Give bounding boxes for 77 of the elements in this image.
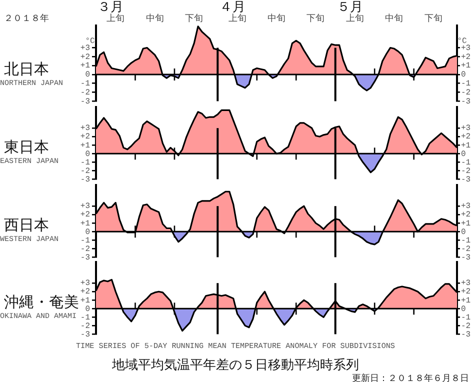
y-tick-label: -1 bbox=[80, 236, 90, 246]
x-tick-label: 上旬 bbox=[346, 12, 364, 24]
y2-tick-label: +2 bbox=[461, 210, 471, 220]
y2-tick-label: -2 bbox=[461, 166, 471, 176]
x-tick-label: 中旬 bbox=[385, 12, 404, 24]
y-tick-label: -1 bbox=[80, 313, 90, 322]
text: ４月 bbox=[219, 0, 246, 14]
y2-tick-label: 0 bbox=[461, 304, 466, 314]
y2-tick-label: -3 bbox=[461, 330, 471, 340]
y-tick-label: +2 bbox=[80, 288, 90, 297]
y-tick-label: -2 bbox=[80, 322, 90, 331]
y2-tick-label: 0 bbox=[461, 228, 466, 237]
text: 西日本 bbox=[4, 216, 49, 235]
y2-tick-label: +1 bbox=[461, 141, 471, 150]
y2-tick-label: -2 bbox=[461, 244, 471, 254]
y-tick-label: 0 bbox=[85, 228, 90, 237]
y-tick-label: +2 bbox=[80, 52, 90, 62]
y-tick-label: -2 bbox=[80, 244, 90, 254]
y2-tick-label: 0 bbox=[461, 70, 466, 80]
y-tick-label: -2 bbox=[80, 166, 90, 176]
y2-tick-label: +3 bbox=[461, 279, 471, 288]
y2-tick-label: -2 bbox=[461, 88, 471, 98]
y-tick-label: +3 bbox=[80, 44, 90, 53]
y-tick-label: 0 bbox=[85, 304, 90, 314]
y2-tick-label: -3 bbox=[461, 176, 471, 185]
y2-tick-label: +2 bbox=[461, 52, 471, 62]
text: 更新日：２０１８年６月８日 bbox=[352, 372, 469, 382]
y-tick-label: -3 bbox=[80, 97, 90, 106]
text: 東日本 bbox=[4, 138, 49, 157]
y2-tick-label: 0 bbox=[461, 150, 466, 159]
y-tick-label: +1 bbox=[80, 141, 90, 150]
text: 地域平均気温平年差の５日移動平均時系列 bbox=[111, 356, 360, 374]
text: ３月 bbox=[98, 0, 124, 14]
x-tick-label: 上旬 bbox=[228, 12, 246, 24]
x-tick-label: 下旬 bbox=[424, 12, 442, 24]
y-tick-label: -1 bbox=[80, 158, 90, 168]
y-axis-title: °C bbox=[85, 36, 95, 46]
y-tick-label: -3 bbox=[80, 176, 90, 185]
y2-tick-label: +1 bbox=[461, 62, 471, 71]
y2-tick-label: +3 bbox=[461, 44, 471, 53]
y2-tick-label: +2 bbox=[461, 288, 471, 297]
y-tick-label: +3 bbox=[80, 202, 90, 212]
y-tick-label: -3 bbox=[80, 330, 90, 340]
x-tick-label: 中旬 bbox=[268, 12, 286, 24]
y2-tick-label: -3 bbox=[461, 254, 471, 263]
y-tick-label: 0 bbox=[85, 150, 90, 159]
y-tick-label: +2 bbox=[80, 210, 90, 220]
y2-tick-label: -1 bbox=[461, 80, 471, 89]
y-tick-label: +3 bbox=[80, 124, 90, 134]
y2-tick-label: -2 bbox=[461, 322, 471, 331]
y-tick-label: -2 bbox=[80, 88, 90, 98]
y2-tick-label: +1 bbox=[461, 219, 471, 228]
x-tick-label: 中旬 bbox=[146, 12, 164, 24]
y2-tick-label: -1 bbox=[461, 236, 471, 246]
y2-tick-label: +2 bbox=[461, 132, 471, 142]
y2-tick-label: -3 bbox=[461, 97, 471, 106]
text: ５月 bbox=[336, 0, 363, 14]
y-tick-label: +1 bbox=[80, 62, 90, 71]
y2-axis-title: °C bbox=[457, 36, 467, 46]
y-tick-label: +1 bbox=[80, 296, 90, 306]
y-tick-label: -1 bbox=[80, 80, 90, 89]
text: ２０１８年 bbox=[4, 12, 49, 25]
y-tick-label: -3 bbox=[80, 254, 90, 263]
x-tick-label: 上旬 bbox=[106, 12, 125, 24]
text: 北日本 bbox=[4, 60, 49, 79]
y2-tick-label: +3 bbox=[461, 124, 471, 134]
y2-tick-label: +3 bbox=[461, 202, 471, 212]
y-tick-label: +2 bbox=[80, 132, 90, 142]
x-tick-label: 下旬 bbox=[185, 12, 204, 24]
y-tick-label: +3 bbox=[80, 279, 90, 288]
y2-tick-label: +1 bbox=[461, 296, 471, 306]
text: 沖縄・奄美 bbox=[4, 293, 79, 312]
x-tick-label: 下旬 bbox=[306, 12, 325, 24]
y2-tick-label: -1 bbox=[461, 158, 471, 168]
y2-tick-label: -1 bbox=[461, 313, 471, 322]
y-tick-label: +1 bbox=[80, 219, 90, 228]
y-tick-label: 0 bbox=[85, 70, 90, 80]
